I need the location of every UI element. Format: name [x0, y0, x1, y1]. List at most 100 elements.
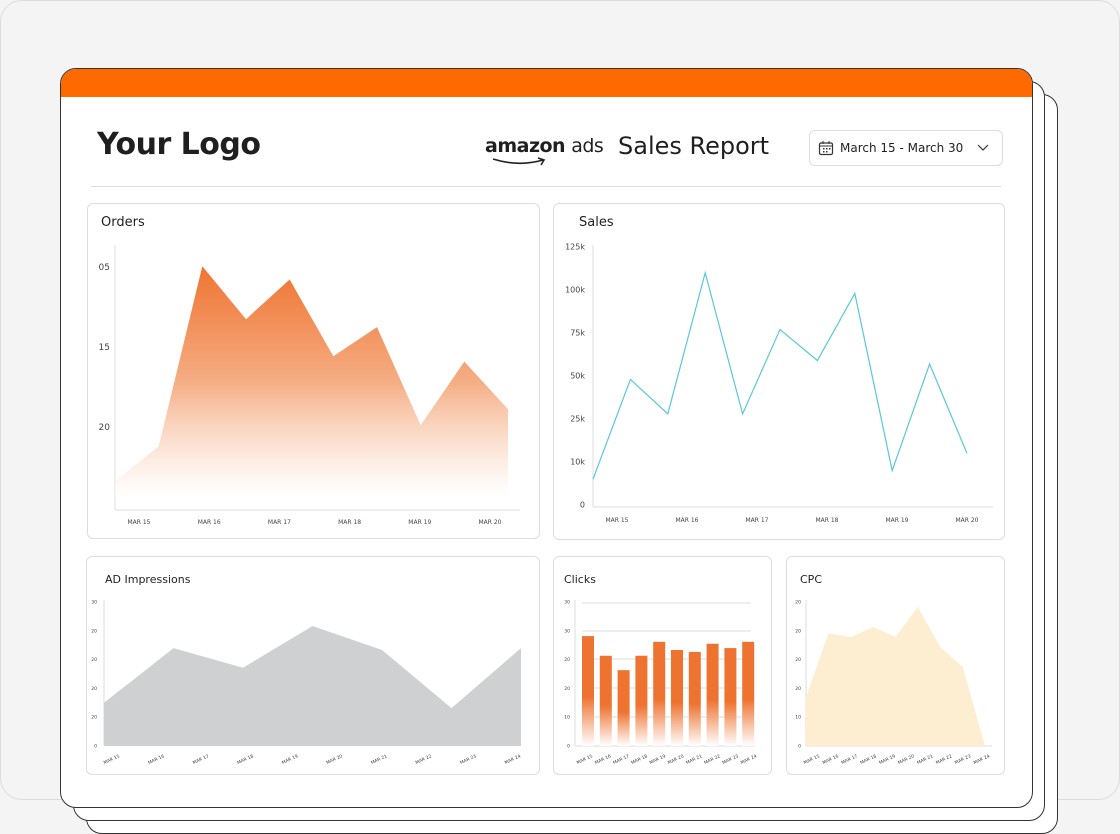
clicks-bar: [653, 641, 666, 746]
y-tick-label: 0: [580, 501, 585, 510]
x-tick-label: MAR 22: [703, 753, 721, 766]
clicks-bar: [706, 643, 719, 746]
x-tick-label: MAR 18: [859, 753, 877, 766]
x-tick-label: MAR 15: [576, 753, 594, 766]
card-title: Clicks: [564, 573, 596, 586]
x-tick-label: MAR 17: [840, 753, 858, 766]
x-tick-label: MAR 21: [685, 753, 703, 766]
x-tick-label: MAR 20: [325, 753, 343, 766]
x-tick-label: MAR 21: [370, 753, 388, 766]
x-tick-label: MAR 23: [459, 753, 477, 766]
clicks-bar: [742, 641, 755, 746]
y-tick-label: 30: [564, 628, 570, 634]
y-tick-label: 20: [564, 657, 570, 663]
x-tick-label: MAR 16: [198, 519, 221, 526]
clicks-bar: [582, 636, 594, 746]
x-tick-label: MAR 20: [667, 753, 685, 766]
x-tick-label: MAR 17: [192, 753, 210, 766]
y-tick-label: 10: [564, 715, 570, 721]
clicks-bar: [635, 655, 648, 746]
y-tick-label: 30: [564, 600, 570, 606]
y-tick-label: 20: [564, 686, 570, 692]
y-tick-label: 25k: [570, 415, 585, 424]
x-tick-label: MAR 19: [878, 753, 896, 766]
y-tick-label: 10k: [570, 458, 585, 467]
x-tick-label: MAR 24: [504, 753, 522, 766]
amazon-ads-logo: amazon ads: [485, 135, 604, 166]
calendar-icon: [818, 141, 834, 156]
x-tick-label: MAR 18: [338, 519, 361, 526]
y-tick-label: 50k: [570, 372, 585, 381]
y-tick-label: 05: [99, 263, 110, 273]
x-tick-label: MAR 19: [649, 753, 667, 766]
y-tick-label: 20: [795, 657, 801, 663]
y-tick-label: 20: [795, 600, 801, 606]
clicks-bar: [724, 648, 737, 746]
y-tick-label: 10: [795, 715, 801, 721]
date-range-picker[interactable]: March 15 - March 30: [809, 130, 1003, 166]
x-tick-label: MAR 17: [612, 753, 630, 766]
x-tick-label: MAR 20: [956, 517, 979, 524]
card-title: Orders: [101, 215, 145, 230]
x-tick-label: MAR 23: [954, 753, 972, 766]
card-title: Sales: [579, 215, 614, 230]
x-tick-label: MAR 17: [268, 519, 291, 526]
y-tick-label: 0: [567, 744, 570, 750]
x-tick-label: MAR 20: [897, 753, 915, 766]
x-tick-label: MAR 23: [721, 753, 739, 766]
y-tick-label: 20: [795, 686, 801, 692]
y-tick-label: 20: [91, 657, 97, 663]
y-tick-label: 0: [94, 744, 97, 750]
chevron-down-icon: [977, 144, 989, 151]
x-tick-label: MAR 19: [281, 753, 299, 766]
x-tick-label: MAR 15: [606, 517, 629, 524]
x-tick-label: MAR 18: [630, 753, 648, 766]
x-tick-label: MAR 16: [822, 753, 840, 766]
date-range-value: March 15 - March 30: [840, 141, 964, 155]
clicks-bar: [599, 655, 612, 746]
x-tick-label: MAR 15: [128, 519, 151, 526]
y-tick-label: 20: [91, 628, 97, 634]
x-tick-label: MAR 21: [916, 753, 934, 766]
sales-line: [592, 270, 968, 480]
y-tick-label: 0: [798, 744, 801, 750]
x-tick-label: MAR 19: [886, 517, 909, 524]
x-tick-label: MAR 19: [408, 519, 431, 526]
y-tick-label: 75k: [570, 329, 585, 338]
top-accent-bar: [61, 69, 1032, 97]
x-tick-label: MAR 15: [803, 753, 821, 766]
company-logo: Your Logo: [97, 127, 261, 162]
x-tick-label: MAR 16: [676, 517, 699, 524]
clicks-bar: [617, 670, 630, 746]
y-tick-label: 20: [795, 628, 801, 634]
header-divider: [91, 186, 1001, 187]
card-title: AD Impressions: [105, 573, 191, 586]
clicks-bar: [688, 651, 701, 746]
x-tick-label: MAR 22: [935, 753, 953, 766]
y-tick-label: 30: [91, 600, 97, 606]
x-tick-label: MAR 24: [973, 753, 991, 766]
y-tick-label: 20: [91, 686, 97, 692]
clicks-bar: [671, 650, 683, 746]
amazon-smile-icon: [492, 157, 546, 166]
sales-card: Sales: [553, 203, 1005, 540]
y-tick-label: 125k: [565, 243, 585, 252]
impressions-area: [104, 626, 521, 746]
cpc-area: [806, 606, 985, 746]
y-tick-label: 20: [91, 715, 97, 721]
orders-area: [115, 266, 508, 497]
x-tick-label: MAR 17: [746, 517, 769, 524]
y-tick-label: 20: [99, 423, 111, 433]
x-tick-label: MAR 24: [740, 753, 758, 766]
x-tick-label: MAR 16: [594, 753, 612, 766]
x-tick-label: MAR 22: [415, 753, 433, 766]
x-tick-label: MAR 16: [147, 753, 165, 766]
y-tick-label: 100k: [565, 286, 585, 295]
x-tick-label: MAR 18: [236, 753, 254, 766]
x-tick-label: MAR 20: [479, 519, 502, 526]
x-tick-label: MAR 15: [103, 753, 121, 766]
y-tick-label: 15: [99, 343, 110, 353]
x-tick-label: MAR 18: [816, 517, 839, 524]
card-title: CPC: [800, 573, 822, 586]
